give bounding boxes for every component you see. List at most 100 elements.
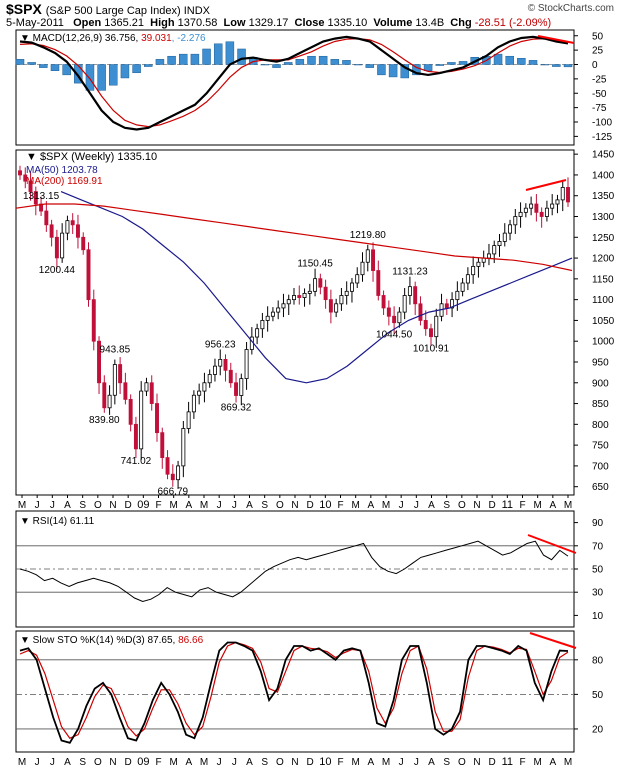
sto-x-tick-label: N — [109, 757, 116, 768]
price-x-tick-label: J — [50, 500, 55, 511]
price-candle-body — [550, 203, 555, 209]
macd-histogram-bar — [62, 64, 71, 76]
price-x-tick-label: D — [307, 500, 314, 511]
volume-label: Volume — [373, 17, 413, 29]
price-x-tick-label: N — [109, 500, 116, 511]
price-candle-body — [434, 315, 439, 338]
price-candle-body — [471, 265, 476, 276]
price-annotation-label: 1150.45 — [297, 259, 333, 270]
sto-d-line — [19, 641, 569, 739]
price-y-tick-label: 1250 — [592, 233, 615, 244]
sto-trend-line — [529, 632, 577, 649]
price-candle-body — [429, 328, 433, 338]
sto-x-tick-label: A — [185, 757, 192, 768]
sto-x-tick-label: D — [125, 757, 132, 768]
sto-x-tick-label: J — [232, 757, 237, 768]
sto-x-tick-label: 09 — [137, 756, 149, 768]
price-y-tick-label: 1050 — [592, 316, 615, 327]
rsi-y-tick-label: 10 — [592, 611, 604, 622]
price-y-tick-label: 850 — [592, 399, 609, 410]
sto-y-tick-label: 80 — [592, 655, 604, 666]
price-x-tick-label: 11 — [502, 499, 513, 511]
macd-histogram-bar — [85, 64, 95, 91]
price-candle-body — [397, 311, 402, 324]
macd-histogram-bar — [155, 59, 165, 65]
price-annotation-label: 1219.80 — [350, 230, 387, 241]
price-candle-body — [218, 358, 223, 367]
price-candle-body — [155, 403, 159, 434]
price-y-tick-label: 1150 — [592, 274, 614, 285]
price-candle-body — [228, 369, 233, 384]
sto-x-tick-label: J — [414, 757, 419, 768]
price-annotation-label: 1200.44 — [39, 265, 76, 276]
macd-histogram-bar — [330, 59, 340, 65]
sto-label: ▼ Slow STO %K(14) %D(3) 87.65, 86.66 — [20, 635, 204, 646]
open-label: Open — [73, 17, 102, 29]
price-candle-body — [270, 311, 275, 317]
price-candle-body — [202, 382, 207, 392]
macd-histogram-bar — [517, 58, 526, 65]
macd-histogram-bar — [435, 64, 444, 66]
price-candle-body — [450, 299, 455, 309]
sto-x-tick-label: M — [351, 757, 359, 768]
price-x-tick-label: O — [458, 500, 466, 511]
sto-y-tick-label: 20 — [592, 724, 604, 735]
macd-panel — [15, 29, 575, 146]
price-candle-body — [349, 282, 354, 292]
price-annotation-label: 956.23 — [205, 339, 236, 350]
price-candle-body — [555, 199, 560, 205]
price-annotation-label: 943.85 — [100, 345, 131, 356]
price-candle-body — [371, 249, 376, 271]
price-candle-body — [281, 303, 286, 309]
macd-histogram-bar — [342, 60, 351, 65]
price-annotation-label: 869.32 — [221, 403, 252, 414]
price-candle-body — [502, 232, 507, 242]
price-x-tick-label: A — [367, 500, 374, 511]
sto-x-tick-label: F — [155, 757, 161, 768]
sto-x-tick-label: A — [549, 757, 556, 768]
low-label: Low — [223, 17, 246, 29]
macd-histogram-bar — [423, 64, 433, 71]
chg-label: Chg — [450, 17, 472, 29]
price-x-tick-label: 09 — [137, 499, 149, 511]
price-candle-body — [239, 378, 244, 396]
price-x-tick-label: S — [443, 500, 450, 511]
macd-histogram-bar — [120, 64, 130, 79]
price-candle-body — [339, 295, 344, 305]
ticker-title: $SPX (S&P 500 Large Cap Index) INDX — [6, 1, 210, 17]
price-candle-body — [197, 390, 202, 396]
price-x-tick-label: O — [94, 500, 102, 511]
close-label: Close — [294, 17, 325, 29]
sto-x-tick-label: M — [533, 757, 541, 768]
price-y-tick-label: 700 — [592, 461, 609, 472]
price-candle-body — [376, 270, 381, 296]
price-candle-body — [260, 320, 265, 330]
price-candle-body — [328, 299, 333, 313]
price-y-tick-label: 1200 — [592, 254, 615, 265]
brand-label: © StockCharts.com — [527, 3, 614, 14]
macd-histogram-bar — [365, 64, 375, 68]
price-candle-body — [476, 261, 481, 267]
macd-histogram-bar — [213, 43, 223, 65]
price-candle-body — [492, 245, 497, 255]
price-candle-body — [386, 307, 391, 317]
price-candle-body — [60, 232, 65, 259]
price-candle-body — [33, 191, 38, 205]
sto-k-line — [19, 641, 569, 744]
macd-histogram-bar — [97, 64, 106, 91]
price-candle-body — [313, 278, 318, 292]
price-x-tick-label: 10 — [319, 499, 331, 511]
ma200-line — [15, 203, 573, 272]
price-annotation-label: 839.80 — [89, 415, 120, 426]
macd-histogram-bar — [15, 59, 25, 65]
price-candle-body — [418, 303, 423, 321]
price-candle-body — [360, 261, 365, 276]
chg-value: -28.51 (-2.09%) — [474, 17, 552, 29]
sto-x-tick-label: J — [50, 757, 55, 768]
ticker-full-name: (S&P 500 Large Cap Index) INDX — [45, 5, 210, 17]
price-candle-body — [560, 187, 565, 201]
price-candle-body — [170, 473, 175, 481]
macd-histogram-bar — [283, 62, 293, 65]
price-candle-body — [112, 364, 117, 396]
sto-x-tick-label: M — [564, 757, 572, 768]
